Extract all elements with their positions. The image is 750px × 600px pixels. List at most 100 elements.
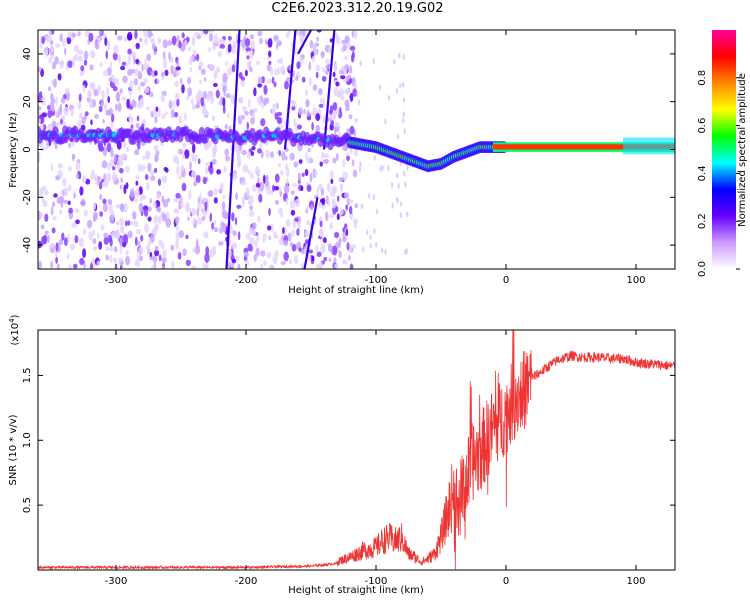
noise-blob [262,174,266,184]
noise-blob [102,70,109,77]
noise-blob [263,260,267,266]
y-tick-label: 1.5 [22,367,33,383]
noise-blob [148,238,152,247]
noise-blob [249,205,254,211]
noise-blob [102,198,107,204]
noise-blob [153,144,159,152]
noise-blob [193,181,198,187]
noise-blob [149,233,155,243]
noise-blob [151,43,156,50]
noise-blob [259,37,263,45]
noise-blob [225,93,231,98]
noise-blob [243,251,249,257]
noise-blob [192,49,197,57]
noise-blob [272,255,278,265]
noise-blob [83,59,88,66]
noise-blob [58,239,64,246]
noise-blob [101,90,105,100]
noise-blob [178,230,184,238]
noise-blob [115,104,118,111]
noise-blob [162,249,167,259]
noise-blob [343,192,349,199]
noise-blob [181,84,185,94]
noise-blob [309,76,312,87]
noise-blob [108,77,113,82]
noise-blob [173,197,179,203]
noise-blob [226,112,230,118]
noise-blob [357,99,361,106]
noise-blob [362,246,365,253]
colorbar: 0.0 0.2 0.4 0.6 0.8 Normalized spectral ampl… [697,30,748,277]
noise-blob [242,164,249,173]
noise-blob [319,220,323,228]
noise-blob [57,163,64,169]
noise-blob [351,30,355,38]
snr-y-ticks: 0.5 1.0 1.5 [22,367,675,513]
noise-blob [93,202,96,210]
noise-blob [342,158,346,168]
noise-blob [270,265,273,269]
noise-blob [202,91,208,100]
noise-blob [99,30,103,35]
noise-blob [268,60,272,65]
noise-blob [211,115,216,121]
noise-blob [55,122,61,127]
noise-blob [112,257,117,263]
noise-blob [379,166,382,172]
noise-blob [165,218,171,228]
noise-blob [135,42,140,50]
noise-blob [47,123,53,131]
noise-blob [113,246,118,253]
noise-blob [111,166,116,171]
x-tick-label: -200 [235,576,258,587]
noise-blob [213,227,219,233]
noise-blob [305,89,308,97]
noise-blob [191,152,195,162]
noise-blob [328,201,331,207]
noise-blob [209,212,213,222]
noise-blob [321,204,326,210]
noise-blob [176,165,180,176]
snr-y-axis-label: SNR (10 * v/v) [8,414,19,485]
noise-blob [72,153,75,162]
noise-blob [182,153,186,160]
noise-blob [192,217,196,225]
noise-blob [73,192,76,199]
noise-blob [168,51,171,61]
noise-blob [322,67,326,73]
noise-blob [120,65,126,71]
noise-blob [154,78,157,84]
noise-blob [306,156,312,164]
noise-blob [241,39,246,49]
noise-blob [384,118,387,125]
noise-blob [405,248,408,255]
noise-blob [306,184,312,192]
noise-blob [112,52,118,61]
noise-blob [68,142,72,148]
carrier-core [493,144,675,150]
noise-blob [164,111,168,115]
noise-blob [329,222,334,230]
noise-blob [222,104,226,114]
noise-blob [253,87,257,97]
noise-blob [97,85,102,94]
noise-blob [71,32,77,38]
noise-blob [38,118,41,124]
noise-blob [272,106,276,116]
noise-blob [44,230,49,235]
noise-blob [170,65,173,75]
noise-blob [43,189,49,196]
noise-blob [120,265,123,269]
noise-blob [260,263,264,269]
noise-blob [336,213,340,221]
noise-blob [79,186,84,196]
noise-blob [74,208,80,213]
noise-blob [82,175,87,184]
noise-blob [150,265,155,269]
snr-marks [38,330,675,570]
noise-blob [41,185,47,191]
noise-blob [127,230,133,239]
noise-blob [177,148,184,155]
noise-blob [134,149,140,156]
